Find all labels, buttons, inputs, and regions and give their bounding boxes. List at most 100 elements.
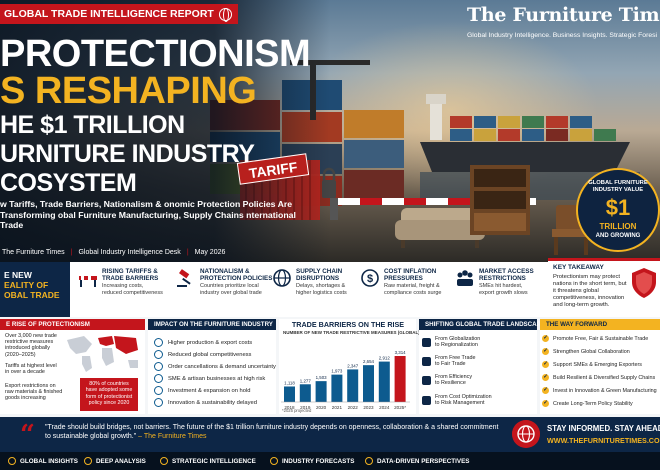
headline-line-4: URNITURE INDUSTRY [0, 140, 255, 168]
strip-item-subtitle: Raw material, freight & [384, 282, 440, 289]
chart-value-label: 3,314 [395, 350, 407, 355]
chart-value-label: 1,503 [316, 375, 328, 380]
forward-item-label: Support SMEs & Emerging Exporters [553, 361, 642, 368]
chart-title: TRADE BARRIERS ON THE RISE [291, 320, 405, 329]
strip-item-subtitle: Delays, shortages & [296, 282, 346, 289]
footer-item-label: STRATEGIC INTELLIGENCE [172, 457, 256, 465]
rise-panel-title: E RISE OF PROTECTIONISM [0, 319, 145, 330]
footer-item: GLOBAL INSIGHTS [8, 452, 78, 470]
footer-item-label: DATA-DRIVEN PERSPECTIVES [377, 457, 470, 465]
shift-item: From Cost Optimization to Risk Management [422, 394, 492, 407]
shift-panel-title: SHIFTING GLOBAL TRADE LANDSCAPE [419, 319, 545, 330]
strip-item-subtitle: compliance costs surge [384, 289, 442, 296]
website-link[interactable]: WWW.THEFURNITURETIMES.COM [547, 436, 660, 445]
headline-line-1: PROTECTIONISM [0, 33, 311, 75]
footer-item: INDUSTRY FORECASTS [270, 452, 354, 470]
new-reality-line-2: EALITY OF [4, 280, 49, 290]
store-icon [154, 374, 163, 383]
forward-item-label: Promote Free, Fair & Sustainable Trade [553, 335, 649, 342]
people-icon [457, 270, 473, 286]
badge-label: GLOBAL FURNITURE INDUSTRY VALUE [588, 180, 648, 193]
chart-bar [347, 369, 359, 402]
shift-item-from: From Free Trade [435, 355, 476, 361]
impact-panel: IMPACT ON THE FURNITURE INDUSTRY [148, 319, 276, 414]
check-icon: ✓ [542, 374, 549, 381]
chart-footnote: *2025 projected [282, 408, 312, 413]
quote-text: "Trade should build bridges, not barrier… [45, 424, 500, 442]
check-icon: ✓ [542, 348, 549, 355]
headline-dek: w Tariffs, Trade Barriers, Nationalism &… [0, 199, 296, 230]
gavel-icon [177, 269, 191, 287]
forward-item: ✓ Build Resilient & Diversified Supply Ch… [542, 374, 655, 381]
chart-bar [299, 384, 311, 402]
cost-icon [154, 338, 163, 347]
masthead-logo[interactable]: The Furniture Times [467, 4, 660, 26]
chart-category-label: 2025* [394, 405, 406, 410]
shift-item-to: to Fair Trade [435, 361, 466, 368]
impact-item-label: Higher production & export costs [168, 339, 253, 346]
hero-section: TARIFF GLOBAL TRADE INTELLIGENCE REPORT … [0, 0, 660, 262]
badge-unit: TRILLION [599, 222, 637, 231]
globe-icon [273, 269, 291, 287]
footer-item: DEEP ANALYSIS [84, 452, 146, 470]
byline-date: May 2026 [194, 249, 226, 256]
strip-item-subtitle: higher logistics costs [296, 289, 347, 296]
check-icon: ✓ [542, 335, 549, 342]
strip-item-title: PRESSURES [384, 275, 423, 283]
shelf-illustration [470, 165, 530, 235]
impact-item-label: Investment & expansion on hold [168, 387, 251, 394]
impact-item-label: Innovation & sustainability delayed [168, 399, 257, 406]
chess-icon [160, 457, 168, 465]
rise-callout: 80% of countries have adopted some form … [80, 378, 138, 411]
impact-item-label: SME & artisan businesses at high risk [168, 375, 266, 382]
globe-icon [422, 337, 431, 347]
chart-icon [270, 457, 278, 465]
strip-item-title: DISRUPTIONS [296, 275, 340, 283]
forward-item: ✓ Invest in Innovation & Green Manufactur… [542, 387, 657, 394]
website-globe-icon[interactable] [512, 420, 540, 448]
strip-item-subtitle: Countries prioritize local [200, 282, 259, 289]
shift-item-to: to Regionalization [435, 342, 478, 349]
key-takeaway-box: KEY TAKEAWAY Protectionism may protect n… [548, 258, 660, 318]
chart-value-label: 2,347 [347, 363, 359, 368]
handshake-icon [422, 356, 431, 366]
way-forward-panel: THE WAY FORWARD [540, 319, 660, 414]
check-icon: ✓ [542, 361, 549, 368]
chart-bar [331, 374, 343, 402]
dollar-icon: $ [361, 269, 379, 287]
chart-value-label: 1,277 [300, 378, 312, 383]
footer-item-label: DEEP ANALYSIS [96, 457, 146, 465]
sofa-illustration [395, 208, 485, 248]
forward-item-label: Build Resilient & Diversified Supply Cha… [553, 374, 656, 381]
headline-line-2: S RESHAPING [0, 70, 257, 112]
factory-icon [422, 375, 431, 385]
chart-bar [363, 365, 374, 402]
quote-body: "Trade should build bridges, not barrier… [45, 424, 499, 440]
globe-icon [218, 7, 232, 22]
chart-category-label: 2020 [316, 405, 327, 410]
footer-item: DATA-DRIVEN PERSPECTIVES [365, 452, 469, 470]
globe-icon [8, 457, 16, 465]
key-takeaway-body: Protectionism may protect nations in the… [553, 274, 627, 308]
world-map-icon [67, 336, 138, 372]
footer-item: STRATEGIC INTELLIGENCE [160, 452, 256, 470]
shift-item: From Efficiency to Resilience [422, 374, 472, 387]
strip-item-title: COST INFLATION [384, 268, 437, 275]
quote-bar [0, 417, 660, 452]
headline-line-3: HE $1 TRILLION [0, 111, 185, 139]
shield-icon [632, 268, 656, 298]
strip-item-nationalism: NATIONALISM & PROTECTION POLICIES Countrie… [176, 268, 272, 296]
shift-panel: SHIFTING GLOBAL TRADE LANDSCAPE [419, 319, 545, 414]
strip-item-title: TRADE BARRIERS [102, 275, 159, 283]
shield-icon [422, 395, 431, 405]
chart-category-label: 2018 [284, 405, 295, 410]
forward-item-label: Create Long-Term Policy Stability [553, 400, 633, 407]
byline-separator: | [70, 249, 73, 256]
shift-item-from: From Globalization [435, 336, 481, 342]
byline-source: The Furniture Times [2, 249, 65, 256]
byline-separator: | [186, 249, 189, 256]
report-tag-label: GLOBAL TRADE INTELLIGENCE REPORT [4, 8, 214, 20]
chart-category-label: 2022 [348, 405, 359, 410]
impact-item: Order cancellations & demand uncertainty [154, 362, 276, 371]
